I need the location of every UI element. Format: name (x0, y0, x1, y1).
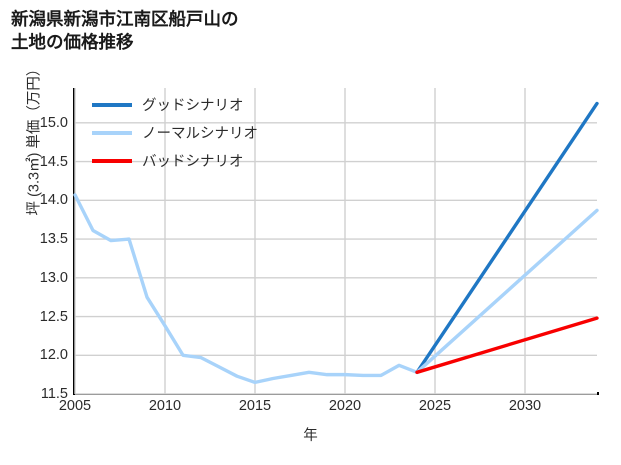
legend-item-2[interactable]: バッドシナリオ (92, 151, 258, 170)
y-tick-label: 12.0 (39, 347, 68, 364)
series-line-bad (415, 316, 599, 375)
chart-legend: グッドシナリオ ノーマルシナリオ バッドシナリオ (92, 95, 258, 170)
data-series-layer (73, 101, 599, 385)
page-title: 新潟県新潟市江南区船戸山の 土地の価格推移 (11, 9, 239, 53)
series-line-history (73, 193, 419, 385)
y-tick-label: 12.5 (39, 308, 68, 325)
y-tick-label: 15.0 (39, 114, 68, 131)
x-tick-label: 2010 (148, 398, 182, 414)
legend-swatch-icon (92, 158, 132, 163)
y-tick-label: 14.0 (39, 192, 68, 209)
series-line-normal (415, 208, 599, 375)
x-tick-label: 2025 (418, 398, 452, 414)
y-tick-label: 13.5 (39, 231, 68, 248)
gridlines (74, 88, 597, 395)
y-axis-spine (73, 88, 76, 395)
legend-swatch-icon (92, 130, 132, 135)
y-tick-label: 14.5 (39, 153, 68, 170)
y-tick-label: 13.0 (39, 269, 68, 286)
y-tick-label: 11.5 (40, 386, 68, 402)
legend-swatch-icon (92, 102, 132, 107)
legend-item-0[interactable]: グッドシナリオ (92, 95, 258, 114)
series-line-good (415, 101, 599, 375)
x-tick-label: 2015 (238, 398, 272, 414)
y-axis-title: 坪 (3.3㎡) 単価（万円） (26, 61, 43, 216)
legend-label: バッドシナリオ (142, 154, 244, 170)
x-tick-label: 2030 (508, 398, 542, 414)
x-axis-title: 年 (303, 428, 318, 444)
x-tick-label: 2020 (328, 398, 362, 414)
legend-label: グッドシナリオ (142, 98, 244, 114)
x-tick-label: 2005 (58, 398, 92, 414)
legend-label: ノーマルシナリオ (142, 126, 258, 142)
legend-item-1[interactable]: ノーマルシナリオ (92, 123, 258, 142)
plot-area (73, 88, 599, 395)
